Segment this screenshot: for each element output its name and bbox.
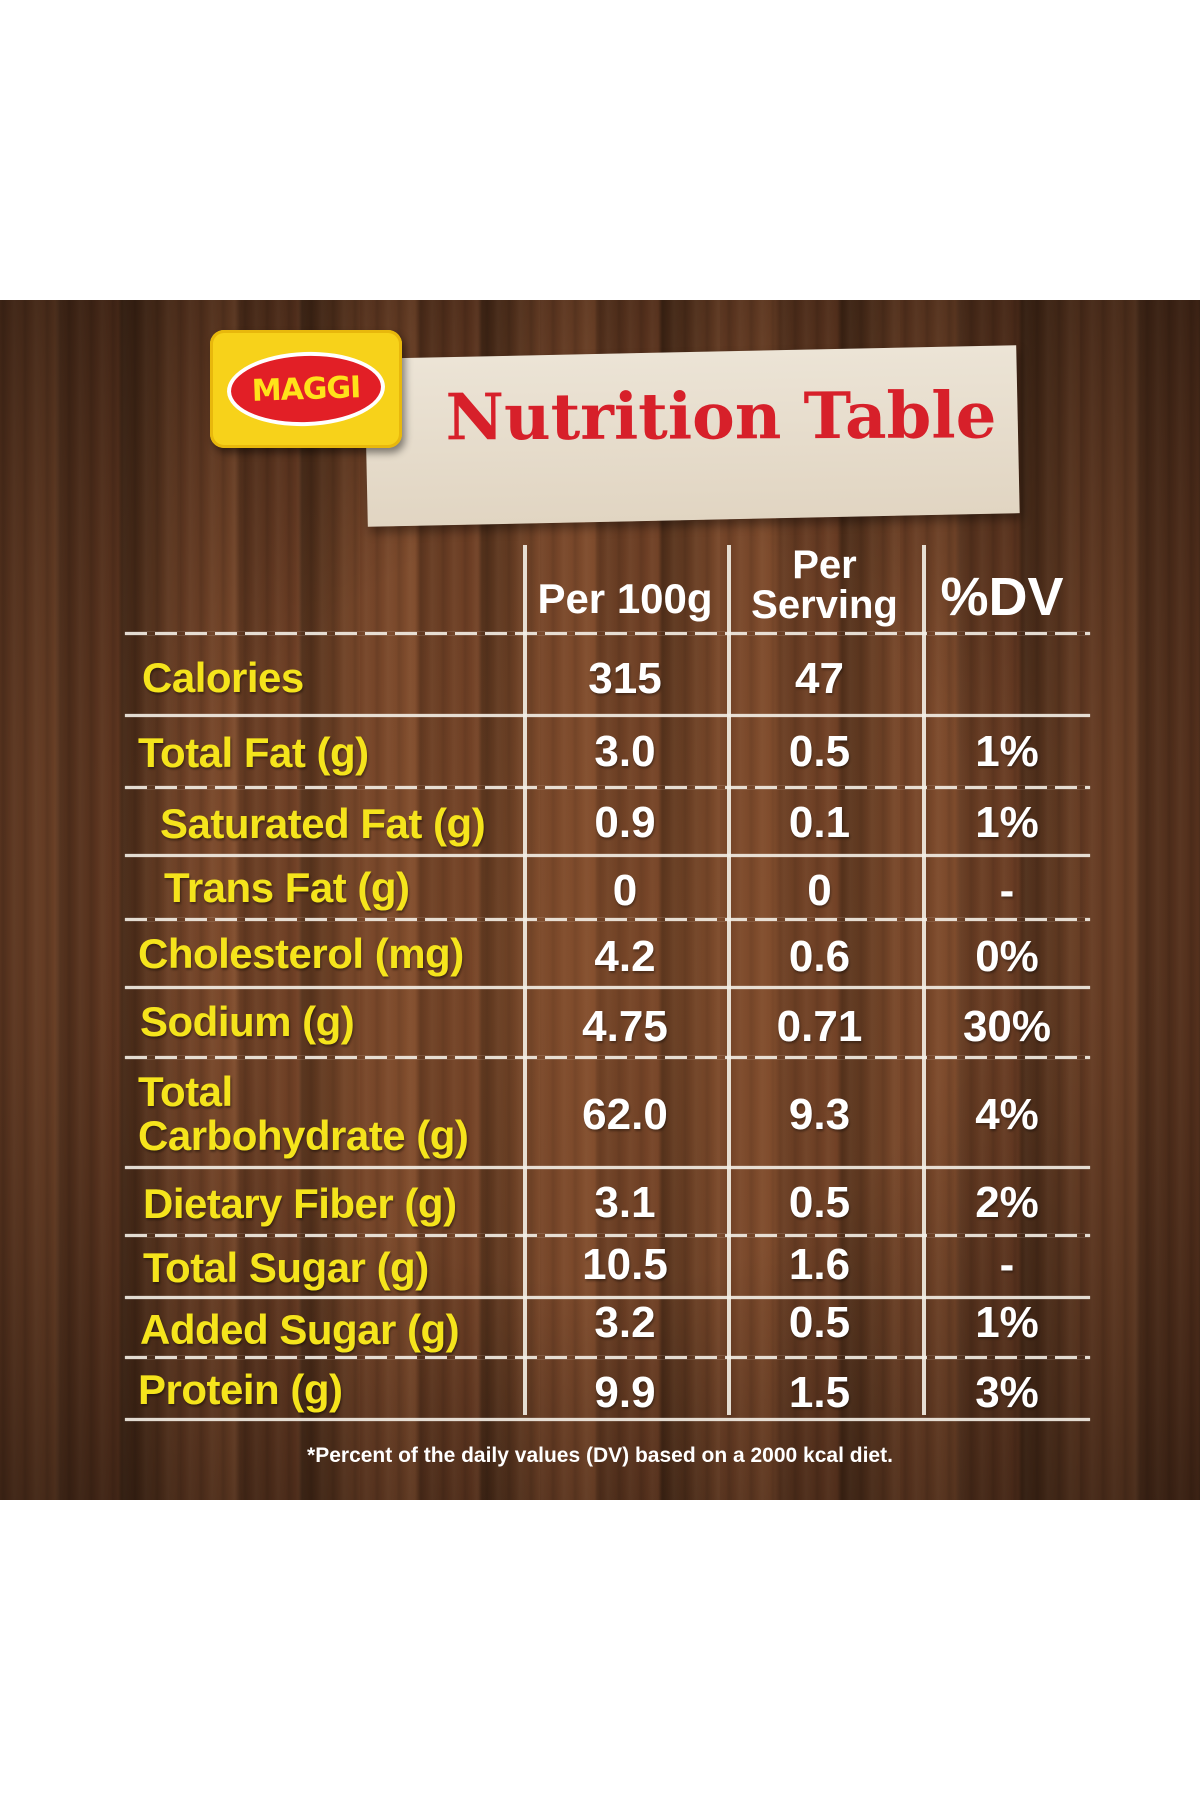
cell-saturated-fat-per-100g: 0.9 (594, 798, 656, 847)
row-divider (125, 786, 1090, 789)
cell-cholesterol-per-100g: 4.2 (594, 932, 656, 981)
cell-dietary-fiber-per-100g: 3.1 (594, 1178, 656, 1227)
cell-added-sugar-dv: 1% (975, 1298, 1039, 1347)
logo-oval: MAGGI (225, 349, 387, 429)
row-label-cholesterol: Cholesterol (mg) (138, 930, 464, 977)
cell-calories-per-serving: 47 (795, 654, 844, 703)
row-divider (125, 1166, 1090, 1169)
row-divider (125, 632, 1090, 635)
page-title: Nutrition Table (445, 378, 997, 456)
footnote: *Percent of the daily values (DV) based … (307, 1444, 893, 1467)
cell-cholesterol-dv: 0% (975, 932, 1039, 981)
row-label-sodium: Sodium (g) (140, 998, 355, 1045)
row-label-protein: Protein (g) (138, 1366, 343, 1413)
cell-total-carbohydrate-per-serving: 9.3 (788, 1090, 851, 1139)
cell-total-fat-per-serving: 0.5 (788, 727, 851, 776)
column-divider-1 (523, 545, 527, 1415)
row-label-total-carbohydrate: Total Carbohydrate (g) (138, 1068, 469, 1160)
row-label-added-sugar: Added Sugar (g) (140, 1306, 460, 1353)
cell-saturated-fat-dv: 1% (975, 798, 1039, 847)
row-divider (125, 1418, 1090, 1421)
header-per-100g: Per 100g (537, 575, 713, 622)
cell-trans-fat-per-100g: 0 (612, 866, 638, 915)
cell-trans-fat-per-serving: 0 (807, 866, 832, 915)
title-banner: Nutrition Table (364, 345, 1020, 527)
cell-added-sugar-per-serving: 0.5 (788, 1298, 851, 1347)
cell-saturated-fat-per-serving: 0.1 (788, 798, 851, 847)
row-divider (125, 854, 1090, 857)
row-label-total-sugar: Total Sugar (g) (143, 1244, 429, 1291)
cell-total-fat-dv: 1% (975, 727, 1039, 776)
header-per-serving-line1: Per (792, 543, 857, 587)
row-label-total-carbohydrate-line1: Total (138, 1068, 233, 1115)
cell-total-carbohydrate-per-100g: 62.0 (582, 1090, 668, 1139)
cell-total-carbohydrate-dv: 4% (975, 1090, 1039, 1139)
maggi-logo: MAGGI (210, 330, 402, 448)
column-divider-2 (727, 545, 731, 1415)
row-divider (125, 1356, 1090, 1359)
cell-total-sugar-dv: - (999, 1240, 1015, 1289)
cell-cholesterol-per-serving: 0.6 (788, 932, 851, 981)
cell-sodium-per-serving: 0.71 (776, 1002, 863, 1051)
cell-total-sugar-per-serving: 1.6 (788, 1240, 851, 1289)
cell-calories-per-100g: 315 (588, 654, 662, 703)
row-divider (125, 986, 1090, 989)
header-per-serving-line2: Serving (751, 583, 898, 627)
row-divider (125, 1056, 1090, 1059)
row-label-trans-fat: Trans Fat (g) (164, 864, 410, 911)
cell-dietary-fiber-per-serving: 0.5 (788, 1178, 851, 1227)
logo-text: MAGGI (251, 369, 361, 409)
row-label-total-carbohydrate-line2: Carbohydrate (g) (138, 1112, 469, 1160)
cell-total-sugar-per-100g: 10.5 (582, 1240, 668, 1289)
column-divider-3 (922, 545, 926, 1415)
cell-dietary-fiber-dv: 2% (975, 1178, 1039, 1227)
row-label-saturated-fat: Saturated Fat (g) (160, 800, 486, 847)
row-divider (125, 1234, 1090, 1237)
row-divider (125, 1296, 1090, 1299)
cell-sodium-dv: 30% (962, 1002, 1052, 1051)
cell-protein-per-serving: 1.5 (788, 1368, 851, 1417)
cell-sodium-per-100g: 4.75 (582, 1002, 668, 1051)
row-divider (125, 714, 1090, 717)
row-label-calories: Calories (142, 654, 304, 701)
cell-protein-per-100g: 9.9 (594, 1368, 656, 1417)
header-dv: %DV (940, 567, 1064, 627)
row-label-total-fat: Total Fat (g) (138, 729, 369, 776)
cell-protein-dv: 3% (975, 1368, 1039, 1417)
row-divider (125, 918, 1090, 921)
header-per-serving: Per Serving (727, 545, 922, 625)
cell-total-fat-per-100g: 3.0 (594, 727, 656, 776)
cell-added-sugar-per-100g: 3.2 (594, 1298, 656, 1347)
row-label-dietary-fiber: Dietary Fiber (g) (143, 1180, 457, 1227)
cell-trans-fat-dv: - (999, 866, 1015, 915)
